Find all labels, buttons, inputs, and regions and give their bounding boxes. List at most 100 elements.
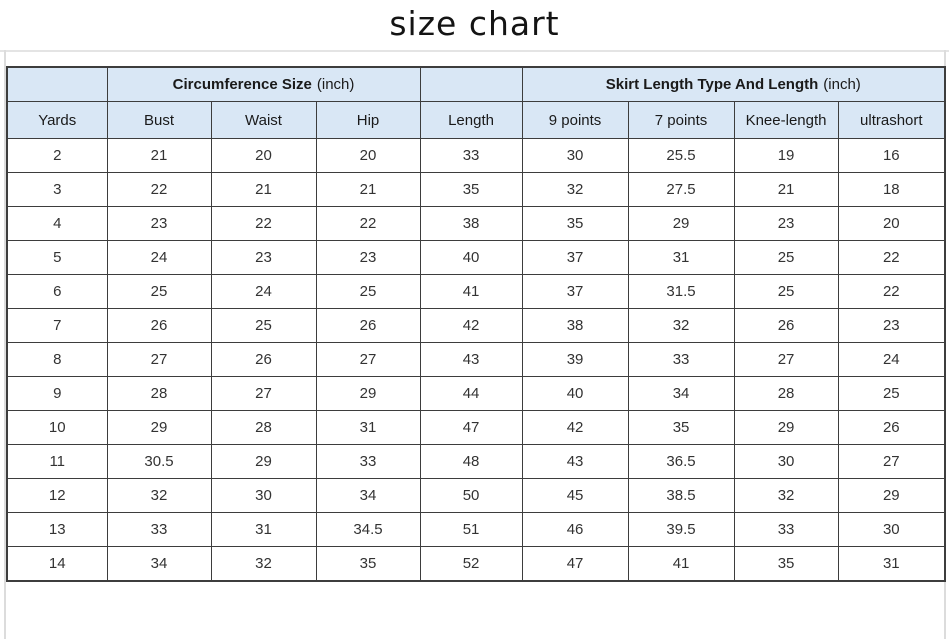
table-cell: 34 xyxy=(315,478,421,513)
table-cell: 18 xyxy=(837,172,946,207)
table-cell: 24 xyxy=(837,342,946,377)
column-header-7-points: 7 points xyxy=(627,101,735,139)
group-header-circumference-label: Circumference Size xyxy=(172,76,312,93)
table-cell: 30 xyxy=(837,512,946,547)
table-row: 3 22 21 21 35 32 27.5 21 18 xyxy=(6,172,946,207)
table-cell: 22 xyxy=(315,206,421,241)
table-row: 4 23 22 22 38 35 29 23 20 xyxy=(6,206,946,241)
table-cell: 27 xyxy=(733,342,839,377)
table-cell: 32 xyxy=(521,172,629,207)
table-cell: 23 xyxy=(210,240,317,275)
table-cell: 41 xyxy=(627,546,735,582)
frame-line-top xyxy=(0,50,949,52)
table-cell: 43 xyxy=(521,444,629,479)
table-cell: 24 xyxy=(210,274,317,309)
table-cell: 20 xyxy=(837,206,946,241)
table-cell: 27 xyxy=(837,444,946,479)
table-cell: 27 xyxy=(210,376,317,411)
table-cell: 29 xyxy=(627,206,735,241)
table-cell: 35 xyxy=(627,410,735,445)
table-cell: 31 xyxy=(627,240,735,275)
column-header-hip: Hip xyxy=(315,101,421,139)
group-header-skirt-length-unit: (inch) xyxy=(823,76,861,93)
table-cell: 38 xyxy=(419,206,523,241)
table-cell: 33 xyxy=(419,138,523,173)
table-cell: 20 xyxy=(210,138,317,173)
table-cell: 35 xyxy=(733,546,839,582)
column-header-knee-length: Knee-length xyxy=(733,101,839,139)
table-row: 9 28 27 29 44 40 34 28 25 xyxy=(6,376,946,411)
table-row: 10 29 28 31 47 42 35 29 26 xyxy=(6,410,946,445)
table-cell: 51 xyxy=(419,512,523,547)
table-row: 13 33 31 34.5 51 46 39.5 33 30 xyxy=(6,512,946,547)
table-cell: 35 xyxy=(315,546,421,582)
table-cell: 3 xyxy=(6,172,108,207)
table-cell: 11 xyxy=(6,444,108,479)
table-cell: 38 xyxy=(521,308,629,343)
table-cell: 32 xyxy=(733,478,839,513)
table-cell: 26 xyxy=(733,308,839,343)
table-cell: 36.5 xyxy=(627,444,735,479)
table-cell: 14 xyxy=(6,546,108,582)
table-cell: 13 xyxy=(6,512,108,547)
table-cell: 31 xyxy=(315,410,421,445)
table-cell: 27 xyxy=(106,342,212,377)
table-row: 2 21 20 20 33 30 25.5 19 16 xyxy=(6,138,946,173)
table-cell: 25 xyxy=(733,240,839,275)
page-title: size chart xyxy=(389,4,560,43)
table-cell: 25 xyxy=(106,274,212,309)
table-cell: 35 xyxy=(419,172,523,207)
group-header-skirt-length: Skirt Length Type And Length (inch) xyxy=(521,66,946,102)
table-cell: 25.5 xyxy=(627,138,735,173)
table-cell: 16 xyxy=(837,138,946,173)
table-cell: 42 xyxy=(419,308,523,343)
column-header-bust: Bust xyxy=(106,101,212,139)
table-cell: 22 xyxy=(106,172,212,207)
table-cell: 41 xyxy=(419,274,523,309)
table-cell: 21 xyxy=(733,172,839,207)
table-cell: 40 xyxy=(521,376,629,411)
column-header-waist: Waist xyxy=(210,101,317,139)
table-cell: 35 xyxy=(521,206,629,241)
table-cell: 26 xyxy=(315,308,421,343)
table-cell: 23 xyxy=(837,308,946,343)
table-cell: 10 xyxy=(6,410,108,445)
table-cell: 29 xyxy=(106,410,212,445)
table-cell: 30 xyxy=(210,478,317,513)
table-cell: 32 xyxy=(210,546,317,582)
table-cell: 45 xyxy=(521,478,629,513)
table-cell: 21 xyxy=(210,172,317,207)
table-cell: 44 xyxy=(419,376,523,411)
table-cell: 27.5 xyxy=(627,172,735,207)
table-cell: 26 xyxy=(106,308,212,343)
table-cell: 23 xyxy=(106,206,212,241)
column-header-ultrashort: ultrashort xyxy=(837,101,946,139)
table-cell: 31.5 xyxy=(627,274,735,309)
table-cell: 9 xyxy=(6,376,108,411)
table-cell: 46 xyxy=(521,512,629,547)
table-cell: 24 xyxy=(106,240,212,275)
table-cell: 33 xyxy=(315,444,421,479)
table-cell: 42 xyxy=(521,410,629,445)
table-cell: 23 xyxy=(315,240,421,275)
table-cell: 6 xyxy=(6,274,108,309)
table-cell: 31 xyxy=(210,512,317,547)
table-row: 5 24 23 23 40 37 31 25 22 xyxy=(6,240,946,275)
table-cell: 33 xyxy=(106,512,212,547)
table-cell: 26 xyxy=(837,410,946,445)
table-cell: 30 xyxy=(521,138,629,173)
table-cell: 20 xyxy=(315,138,421,173)
table-cell: 28 xyxy=(210,410,317,445)
table-cell: 29 xyxy=(315,376,421,411)
table-cell: 27 xyxy=(315,342,421,377)
table-row: 7 26 25 26 42 38 32 26 23 xyxy=(6,308,946,343)
empty-cell-above-length xyxy=(419,66,523,102)
table-cell: 4 xyxy=(6,206,108,241)
table-cell: 8 xyxy=(6,342,108,377)
table-cell: 7 xyxy=(6,308,108,343)
table-cell: 32 xyxy=(627,308,735,343)
table-cell: 39.5 xyxy=(627,512,735,547)
table-cell: 32 xyxy=(106,478,212,513)
group-header-circumference-unit: (inch) xyxy=(316,76,355,93)
